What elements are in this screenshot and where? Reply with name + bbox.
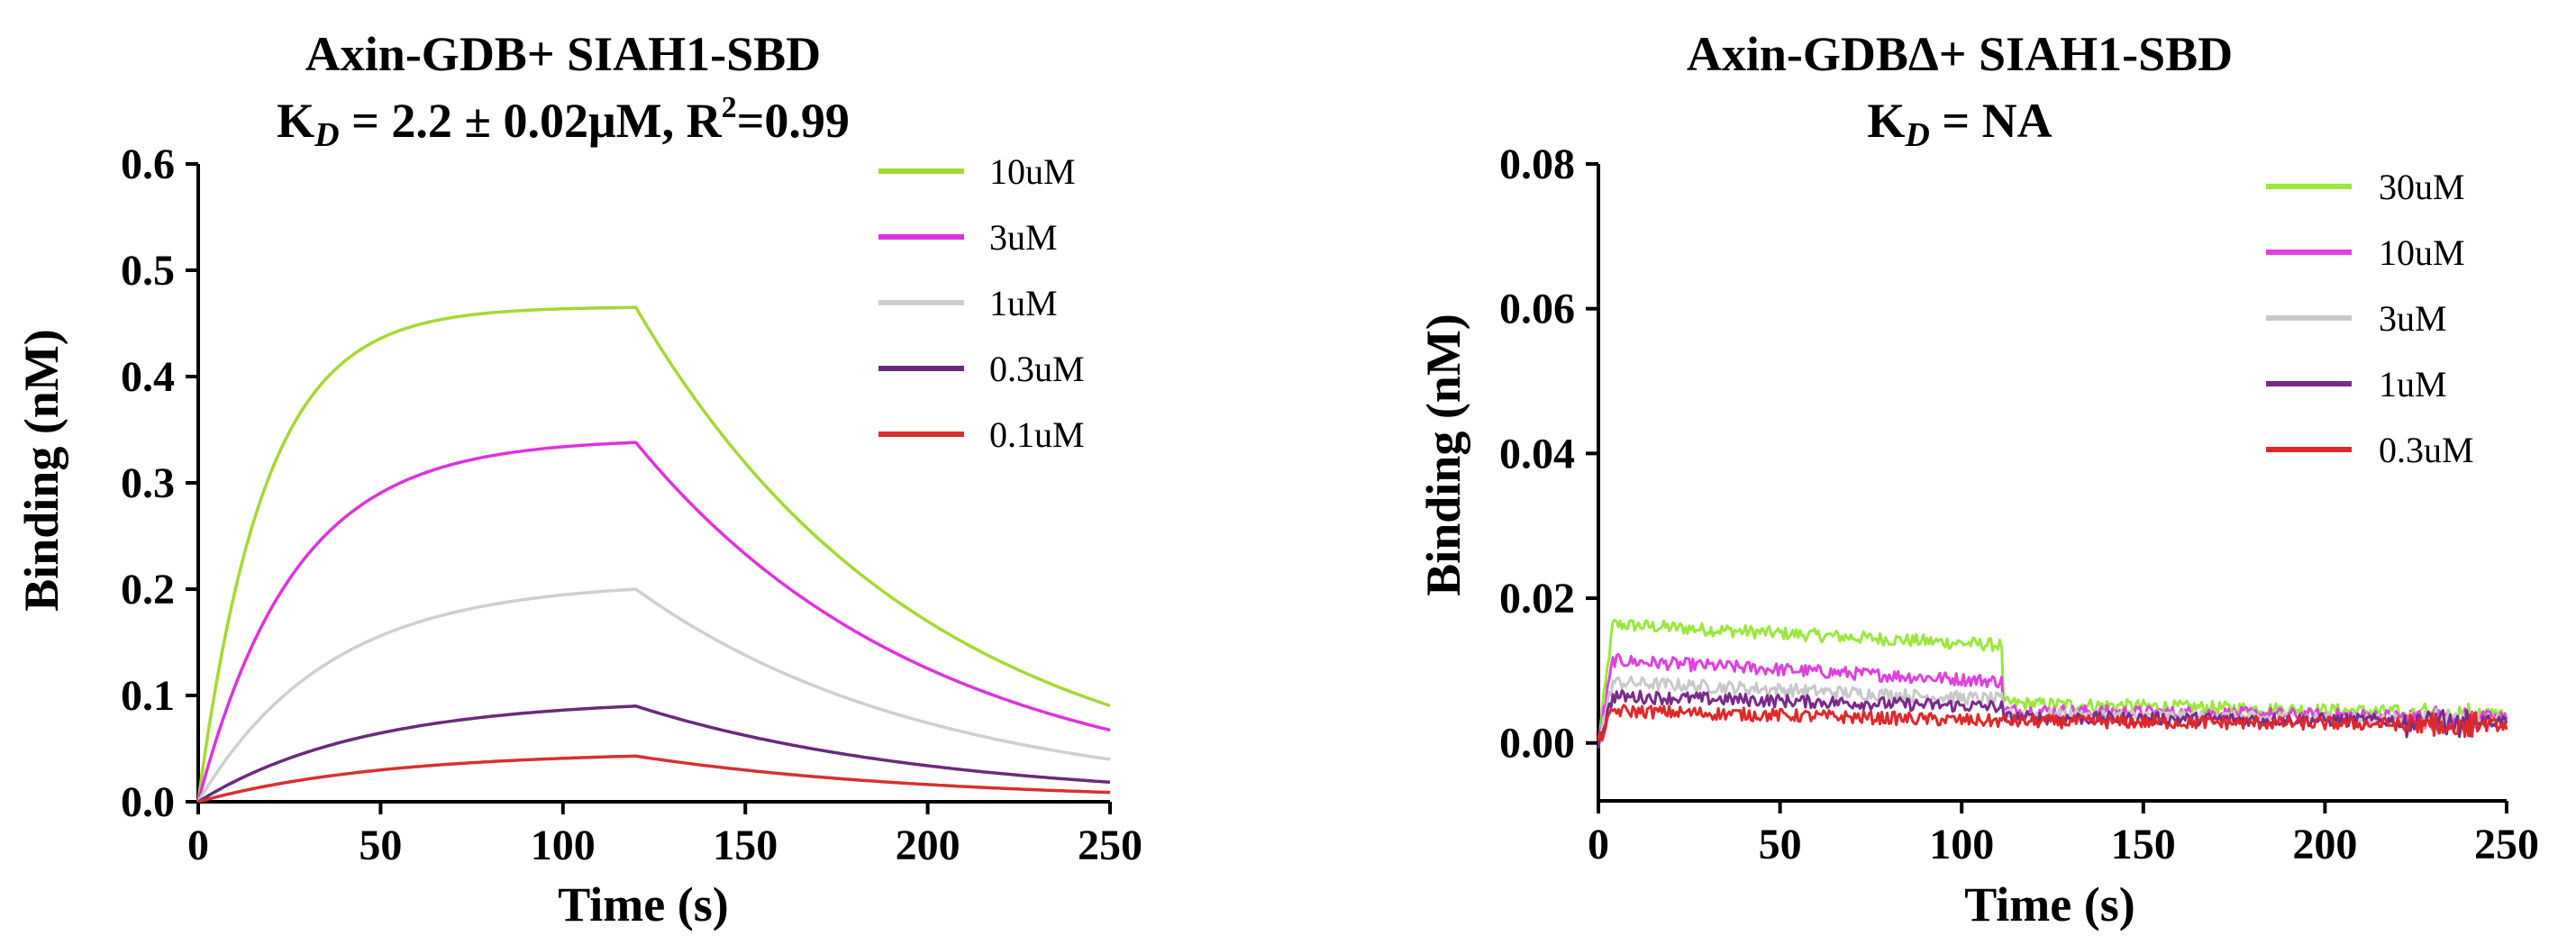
chart-right: Axin-GDBΔ+ SIAH1-SBD KD = NA 0.000.020.0… (1416, 27, 2539, 931)
kd-symbol: K (1867, 94, 1905, 148)
series-line-0.1uM (197, 754, 1111, 804)
x-tick-label: 0 (187, 822, 209, 869)
chart-right-subtitle: KD = NA (1867, 94, 2052, 154)
legend-label: 1uM (989, 283, 1058, 323)
chart-left-xlabel: Time (s) (558, 877, 728, 931)
kd-subscript: D (314, 116, 339, 154)
y-tick-label: 0.6 (121, 141, 175, 188)
kd-value: = NA (1930, 94, 2053, 148)
y-tick-label: 0.08 (1499, 141, 1575, 188)
chart-left: Axin-GDB+ SIAH1-SBD KD = 2.2 ± 0.02μM, R… (14, 27, 1142, 931)
r2-superscript: 2 (722, 91, 737, 124)
y-tick-label: 0.0 (121, 778, 175, 826)
chart-left-title: Axin-GDB+ SIAH1-SBD (305, 27, 821, 81)
series-line-0.3uM (197, 704, 1111, 804)
x-tick-label: 250 (1078, 822, 1142, 869)
legend-label: 1uM (2379, 364, 2447, 404)
r2-value: =0.99 (737, 94, 850, 148)
x-tick-label: 100 (531, 822, 596, 869)
series-line-10uM (196, 305, 1111, 803)
chart-left-subtitle: KD = 2.2 ± 0.02μM, R2=0.99 (277, 91, 850, 154)
x-tick-label: 200 (2292, 821, 2357, 868)
series-line-3uM (196, 441, 1111, 803)
x-tick-label: 0 (1588, 821, 1609, 868)
y-tick-label: 0.3 (121, 459, 175, 507)
chart-right-ylabel: Binding (nM) (1416, 313, 1470, 596)
y-tick-label: 0.04 (1499, 430, 1575, 477)
y-tick-label: 0.4 (121, 353, 175, 401)
legend-label: 0.3uM (2379, 430, 2474, 470)
y-tick-label: 0.1 (121, 672, 175, 720)
x-tick-label: 200 (896, 822, 960, 869)
legend-label: 3uM (2379, 298, 2447, 339)
chart-right-xlabel: Time (s) (1964, 877, 2135, 931)
y-tick-label: 0.00 (1499, 720, 1575, 768)
series-line-1uM (196, 587, 1111, 803)
x-tick-label: 150 (713, 822, 778, 869)
kd-symbol: K (277, 94, 314, 148)
legend-label: 3uM (989, 217, 1058, 258)
x-tick-label: 100 (1929, 821, 1994, 868)
series-line-0.3uM (1597, 704, 2508, 742)
chart-right-plot: 0.00 0.02 0.04 0.06 0.08 0 50 100 150 200 250 30uM 1… (1499, 141, 2539, 868)
chart-right-title: Axin-GDBΔ+ SIAH1-SBD (1687, 27, 2233, 81)
x-tick-label: 150 (2111, 821, 2176, 868)
y-tick-label: 0.02 (1499, 575, 1575, 622)
y-tick-label: 0.06 (1499, 286, 1575, 333)
y-tick-label: 0.5 (121, 247, 175, 295)
legend-label: 30uM (2379, 167, 2465, 207)
legend-label: 0.1uM (989, 414, 1085, 455)
kd-subscript: D (1904, 116, 1929, 154)
legend-label: 10uM (989, 151, 1076, 192)
x-tick-label: 50 (1759, 821, 1802, 868)
chart-left-plot: 0.0 0.1 0.2 0.3 0.4 0.5 0.6 0 50 100 150 200 250 10uM… (121, 141, 1142, 869)
x-tick-label: 250 (2474, 821, 2539, 868)
chart-left-ylabel: Binding (nM) (14, 329, 68, 612)
axes (196, 164, 1110, 804)
legend-label: 10uM (2379, 232, 2465, 273)
y-tick-label: 0.2 (121, 566, 175, 613)
legend-label: 0.3uM (989, 349, 1085, 389)
kd-value: = 2.2 ± 0.02μM, R (340, 94, 723, 148)
x-tick-label: 50 (359, 822, 402, 869)
